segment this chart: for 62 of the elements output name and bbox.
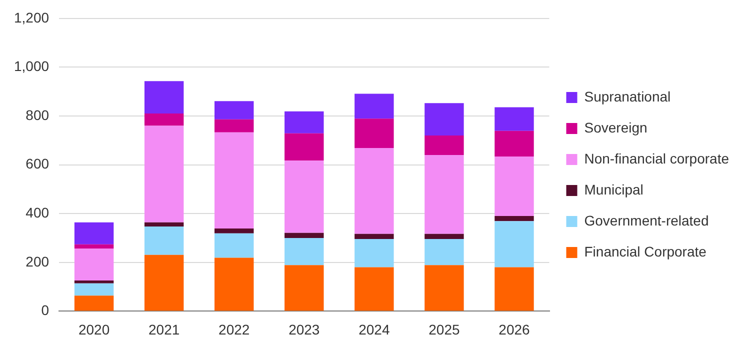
bar — [424, 265, 464, 311]
y-tick-label: 400 — [26, 204, 50, 220]
bar — [494, 267, 534, 311]
bar — [494, 130, 534, 157]
bar — [214, 132, 254, 228]
bar — [74, 296, 114, 311]
bar — [214, 101, 254, 120]
bar — [144, 114, 184, 126]
bar — [284, 238, 324, 266]
bar — [144, 126, 184, 222]
bar — [424, 155, 464, 234]
legend-label: Non-financial corporate — [584, 150, 730, 166]
legend-label: Supranational — [584, 88, 671, 104]
bar — [354, 94, 394, 119]
x-tick-label: 2025 — [428, 321, 460, 338]
bar — [214, 258, 254, 311]
bar — [144, 222, 184, 227]
bar — [354, 234, 394, 239]
bar — [214, 228, 254, 234]
bar — [144, 254, 184, 311]
bar — [284, 265, 324, 311]
bar — [354, 267, 394, 311]
bar — [494, 156, 534, 216]
legend-label: Financial Corporate — [584, 243, 707, 260]
bar — [284, 133, 324, 161]
bar — [494, 107, 534, 131]
bar — [74, 280, 114, 284]
x-tick-label: 2024 — [358, 321, 390, 338]
bar — [424, 234, 464, 239]
x-tick-label: 2021 — [148, 321, 180, 338]
bar — [354, 118, 394, 148]
bar — [214, 233, 254, 258]
y-tick-label: 600 — [26, 156, 50, 172]
x-tick-label: 2023 — [288, 321, 320, 338]
bar — [424, 238, 464, 266]
legend-label: Government-related — [584, 212, 709, 228]
x-tick-label: 2026 — [498, 321, 530, 338]
bar — [144, 81, 184, 114]
bar — [424, 103, 464, 136]
bar — [214, 119, 254, 132]
bar — [284, 111, 324, 134]
bar — [494, 221, 534, 268]
x-tick-label: 2022 — [218, 321, 250, 338]
bar — [284, 232, 324, 238]
bar — [424, 136, 464, 156]
x-tick-label: 2020 — [78, 321, 110, 338]
y-tick-label: 200 — [26, 253, 50, 270]
legend-label: Municipal — [584, 181, 644, 198]
bar — [74, 222, 114, 244]
y-tick-label: 1,200 — [14, 9, 50, 26]
y-tick-label: 0 — [41, 302, 50, 318]
y-tick-label: 1,000 — [14, 58, 50, 74]
bar — [144, 226, 184, 255]
bar — [284, 160, 324, 233]
y-tick-label: 800 — [26, 106, 50, 123]
bar — [74, 248, 114, 280]
bar — [354, 148, 394, 234]
bar — [354, 238, 394, 268]
bar — [74, 244, 114, 248]
bar — [74, 283, 114, 296]
legend-label: Sovereign — [584, 119, 648, 136]
bar — [494, 216, 534, 222]
